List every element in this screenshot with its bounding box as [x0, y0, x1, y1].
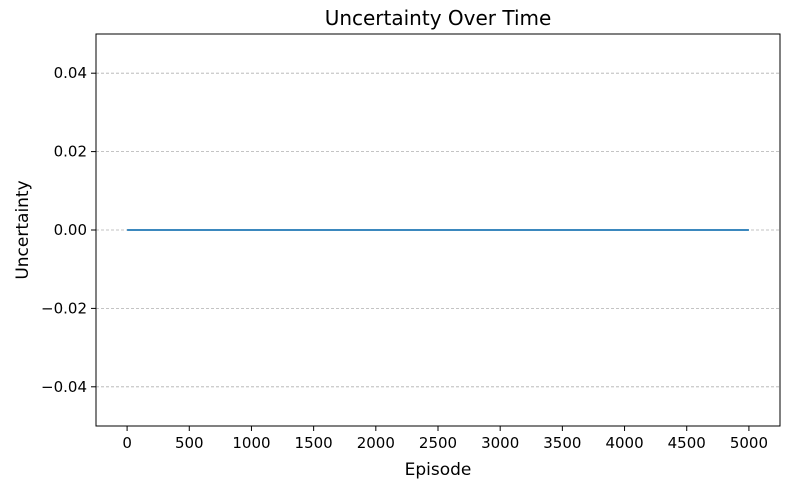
y-tick-label: −0.02	[41, 299, 87, 317]
chart-title: Uncertainty Over Time	[325, 6, 552, 30]
y-tick-label: 0.04	[54, 64, 87, 82]
x-tick-label: 5000	[730, 434, 768, 452]
x-tick-label: 4500	[668, 434, 706, 452]
x-tick-label: 1500	[295, 434, 333, 452]
x-tick-label: 1000	[232, 434, 270, 452]
y-tick-label: 0.00	[54, 221, 87, 239]
y-tick-label: 0.02	[54, 143, 87, 161]
y-axis-label: Uncertainty	[13, 180, 33, 279]
x-tick-label: 2000	[357, 434, 395, 452]
x-tick-label: 3500	[543, 434, 581, 452]
y-ticks: −0.04 −0.02 0.00 0.02 0.04	[41, 64, 96, 396]
x-tick-label: 4000	[605, 434, 643, 452]
x-tick-label: 3000	[481, 434, 519, 452]
x-axis-label: Episode	[405, 460, 472, 480]
y-tick-label: −0.04	[41, 378, 87, 396]
x-tick-label: 500	[175, 434, 204, 452]
x-tick-label: 0	[122, 434, 132, 452]
x-ticks: 0 500 1000 1500 2000 2500 3000 3500 4000 4500 5000	[122, 426, 768, 452]
x-tick-label: 2500	[419, 434, 457, 452]
